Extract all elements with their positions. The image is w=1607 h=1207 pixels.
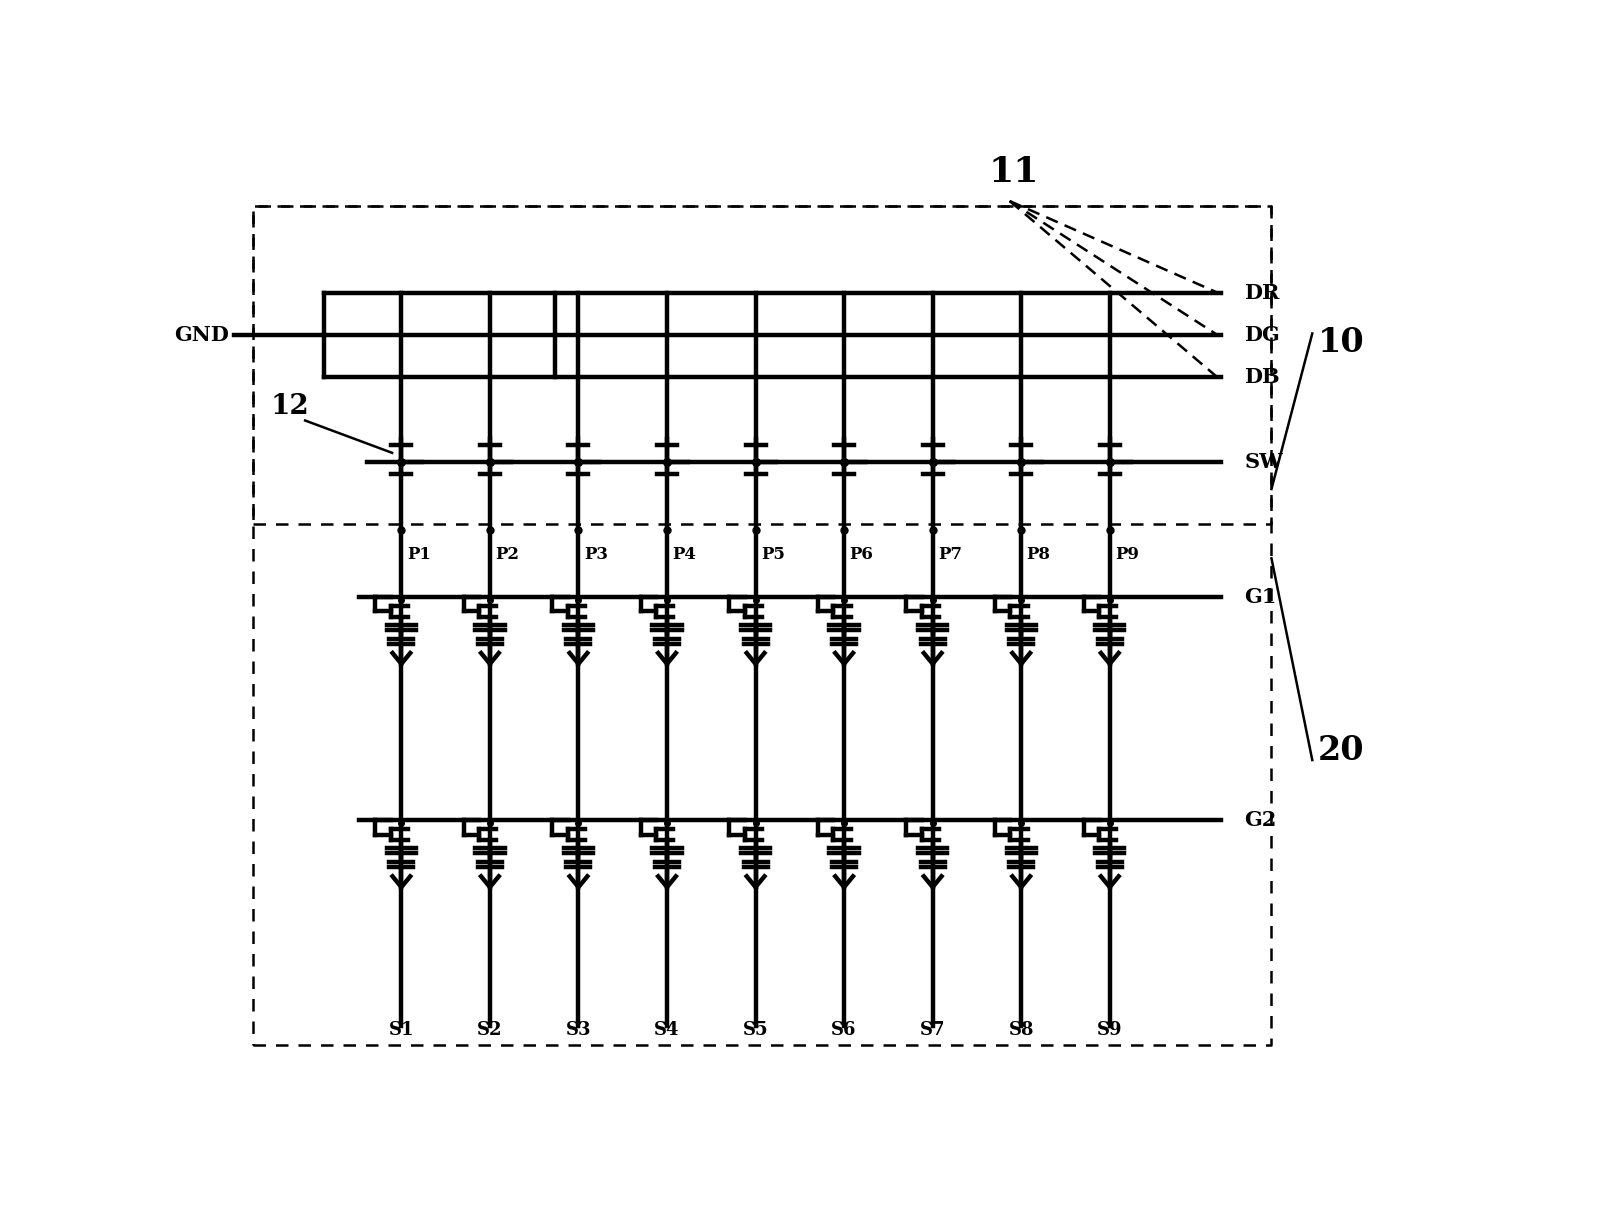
Text: P5: P5 bbox=[760, 546, 784, 562]
Text: S3: S3 bbox=[566, 1021, 591, 1039]
Text: S9: S9 bbox=[1096, 1021, 1122, 1039]
Text: 11: 11 bbox=[988, 154, 1038, 188]
Text: DG: DG bbox=[1244, 325, 1279, 345]
Text: GND: GND bbox=[174, 325, 228, 345]
Text: P6: P6 bbox=[848, 546, 873, 562]
Text: P8: P8 bbox=[1025, 546, 1049, 562]
Text: S2: S2 bbox=[477, 1021, 503, 1039]
Text: S8: S8 bbox=[1008, 1021, 1033, 1039]
Text: S6: S6 bbox=[831, 1021, 857, 1039]
Text: 10: 10 bbox=[1316, 326, 1363, 360]
Text: P1: P1 bbox=[407, 546, 431, 562]
Text: S5: S5 bbox=[742, 1021, 768, 1039]
Text: S7: S7 bbox=[919, 1021, 945, 1039]
Text: G2: G2 bbox=[1244, 810, 1276, 830]
Text: S1: S1 bbox=[389, 1021, 415, 1039]
Text: P3: P3 bbox=[583, 546, 607, 562]
Text: S4: S4 bbox=[654, 1021, 680, 1039]
Text: P9: P9 bbox=[1115, 546, 1138, 562]
Text: SW: SW bbox=[1244, 453, 1282, 472]
Text: P4: P4 bbox=[672, 546, 696, 562]
Text: 12: 12 bbox=[270, 393, 309, 420]
Text: P2: P2 bbox=[495, 546, 519, 562]
Text: 20: 20 bbox=[1316, 734, 1363, 768]
Text: P7: P7 bbox=[937, 546, 961, 562]
Text: DB: DB bbox=[1244, 367, 1279, 387]
Text: G1: G1 bbox=[1244, 587, 1276, 607]
Text: DR: DR bbox=[1244, 282, 1279, 303]
